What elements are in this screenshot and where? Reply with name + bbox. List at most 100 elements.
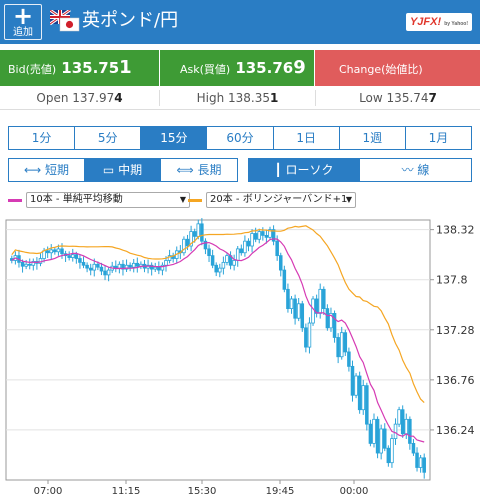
open-cell: Open 137.974 — [0, 86, 159, 110]
candle-body — [56, 248, 61, 253]
candle-body — [106, 269, 111, 276]
candle-body — [167, 255, 172, 261]
chevron-down-icon: ▼ — [345, 195, 352, 204]
candle-body — [243, 240, 247, 254]
timeframe-tab-1[interactable]: 5分 — [75, 127, 142, 149]
term-segment: ⟷ 短期 ▭ 中期 ⟺ 長期 — [8, 158, 238, 182]
candle-body — [286, 288, 290, 309]
candle-body — [85, 264, 89, 269]
candle-body — [278, 255, 283, 271]
candle-body — [103, 270, 107, 276]
candle-body — [293, 298, 297, 319]
candle-body — [386, 447, 391, 464]
candle-body — [235, 248, 240, 261]
term-long-button[interactable]: ⟺ 長期 — [176, 163, 222, 177]
candle-body — [318, 288, 322, 314]
candle-body — [153, 266, 158, 270]
candle-body — [67, 255, 71, 258]
indicator-2-select[interactable]: 20本 - ボリンジャーバンド+1 ▼ — [206, 192, 356, 208]
candle-body — [354, 375, 358, 396]
gbp-jpy-flag-icon — [50, 10, 80, 32]
candle-body — [393, 423, 398, 439]
candle-body — [70, 254, 75, 258]
change-quote: Change(始値比) -2.223 — [315, 50, 480, 115]
add-button-label: 追加 — [13, 27, 33, 38]
timeframe-tab-0[interactable]: 1分 — [9, 127, 76, 149]
line-chart-button[interactable]: 〰 線 — [401, 163, 430, 177]
candle-body — [382, 428, 387, 449]
term-short-button[interactable]: ⟷ 短期 — [9, 159, 85, 181]
indicator-1-select[interactable]: 10本 - 単純平均移動 ▼ — [26, 192, 190, 208]
candle-body — [157, 266, 161, 271]
candle-body — [339, 332, 344, 358]
candle-body — [45, 250, 50, 254]
candle-body — [357, 375, 362, 411]
high-value: 138.351 — [228, 91, 279, 105]
ask-value: 135.769 — [235, 57, 306, 78]
candle-body — [422, 457, 426, 473]
open-value: 137.974 — [72, 91, 123, 105]
candle-body — [182, 238, 186, 254]
candle-body — [225, 255, 229, 263]
quote-bar: Bid(売値) 135.751 Ask(買値) 135.769 Change(始… — [0, 50, 480, 115]
x-tick-label: 00:00 — [340, 486, 369, 497]
bid-quote[interactable]: Bid(売値) 135.751 — [0, 50, 159, 86]
logo-text: YJFX! — [409, 16, 442, 28]
candle-body — [31, 261, 36, 266]
x-tick-label: 19:45 — [266, 486, 295, 497]
candle-body — [131, 262, 136, 268]
candle-body — [189, 231, 193, 247]
candle-body — [311, 298, 315, 324]
low-value: 135.747 — [386, 91, 437, 105]
candle-body — [218, 267, 222, 273]
timeframe-tabs: 1分 5分 15分 60分 1日 1週 1月 — [8, 126, 472, 150]
candle-body — [271, 229, 276, 242]
timeframe-tab-3[interactable]: 60分 — [207, 127, 274, 149]
candle-body — [92, 263, 97, 271]
candle-body — [239, 248, 244, 254]
candle-body — [117, 263, 122, 269]
candle-body — [200, 223, 204, 242]
candle-body — [264, 235, 269, 238]
candle-body — [78, 258, 82, 263]
price-chart[interactable]: 138.32 137.8 137.28 136.76 136.24 07:00 11:15 1… — [0, 214, 480, 499]
candle-body — [361, 385, 366, 411]
high-label: High — [196, 91, 225, 105]
term-mid-button[interactable]: ▭ 中期 — [85, 159, 161, 181]
add-pair-button[interactable]: + 追加 — [4, 4, 42, 40]
candle-body — [124, 264, 129, 270]
timeframe-tab-4[interactable]: 1日 — [274, 127, 340, 149]
candle-body — [160, 264, 165, 271]
candle-body — [329, 313, 333, 329]
candle-body — [250, 233, 254, 247]
term-mid-icon: ▭ — [102, 163, 115, 177]
candle-body — [81, 261, 86, 266]
app-header: + 追加 英ポンド/円 YJFX! by Yahoo! — [0, 0, 480, 44]
candle-body — [24, 263, 28, 267]
x-tick-label: 11:15 — [112, 486, 141, 497]
candle-body — [27, 263, 32, 266]
candle-body — [296, 303, 301, 319]
change-value: -2.223 — [339, 97, 393, 115]
chevron-down-icon: ▼ — [179, 195, 186, 204]
y-tick-label: 136.76 — [436, 374, 475, 387]
moving-average-line — [11, 238, 425, 443]
timeframe-tab-6[interactable]: 1月 — [428, 131, 449, 145]
ohl-bar: Open 137.974 High 138.351 Low 135.747 — [0, 86, 480, 110]
candle-body — [325, 308, 330, 329]
timeframe-tab-2[interactable]: 15分 — [141, 127, 208, 149]
candle-body — [390, 438, 394, 464]
candle-body — [99, 266, 104, 272]
bollinger-band-line — [11, 225, 425, 404]
ask-quote[interactable]: Ask(買値) 135.769 — [160, 50, 314, 86]
low-cell: Low 135.747 — [316, 86, 480, 110]
candle-body — [121, 263, 125, 270]
candle-body — [343, 332, 348, 353]
candle-body — [322, 288, 326, 309]
candlestick-button[interactable]: ┃ ローソク — [249, 159, 360, 181]
candle-body — [372, 418, 376, 444]
candle-body — [350, 365, 355, 396]
candle-body — [207, 248, 211, 257]
open-label: Open — [36, 91, 69, 105]
timeframe-tab-5[interactable]: 1週 — [340, 127, 406, 149]
